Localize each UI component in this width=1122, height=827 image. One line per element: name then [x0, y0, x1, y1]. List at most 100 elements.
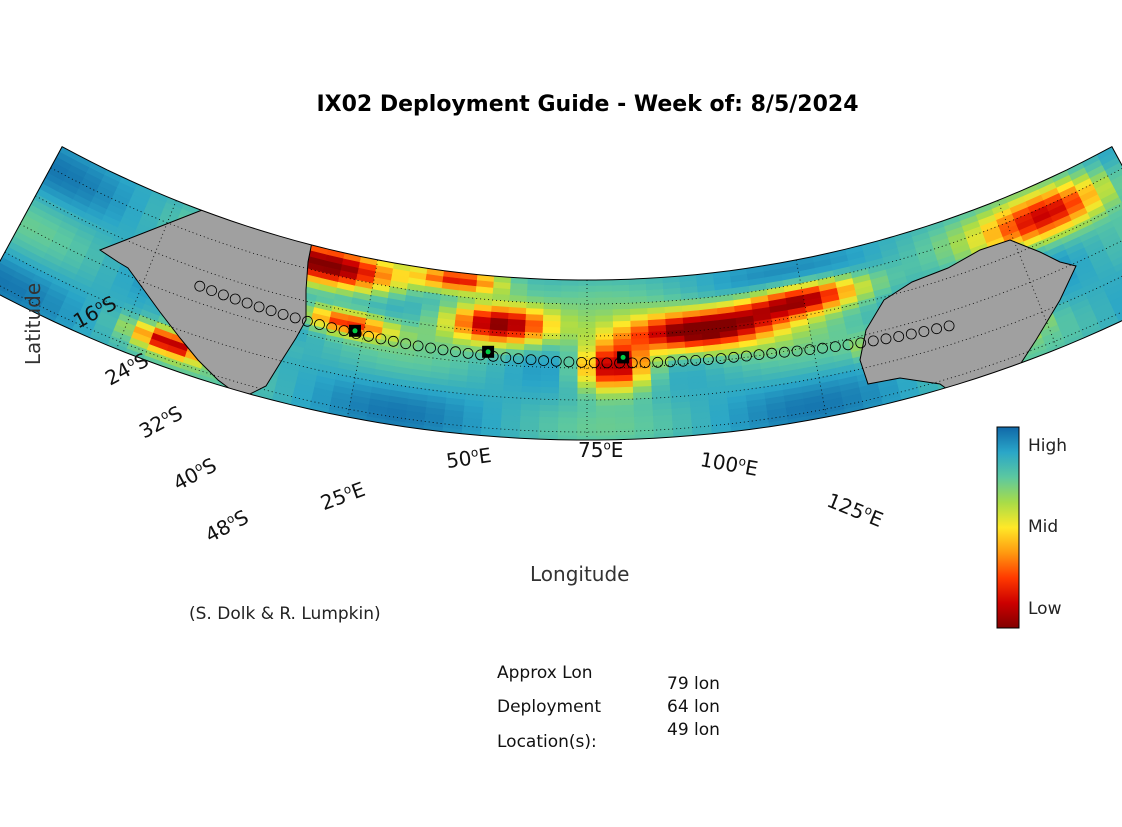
track-point — [425, 342, 437, 354]
heatmap-cell — [523, 343, 543, 352]
heatmap-cell — [561, 279, 579, 287]
longitude-tick-label: 75oE — [578, 438, 624, 462]
track-point — [855, 337, 867, 349]
heatmap-cell — [1105, 202, 1122, 217]
heatmap-cell — [1112, 298, 1122, 314]
heatmap-cell — [632, 385, 653, 394]
heatmap-cell — [560, 315, 579, 323]
track-point — [277, 308, 289, 320]
track-point — [867, 335, 879, 347]
colorbar-label-low: Low — [1028, 599, 1062, 619]
heatmap-cell — [614, 398, 635, 407]
heatmap-cell — [615, 428, 636, 437]
x-axis-label: Longitude — [530, 562, 630, 586]
heatmap-cell — [630, 320, 649, 328]
track-point — [753, 349, 765, 361]
madagascar-landmass — [371, 161, 415, 257]
heatmap-cell — [539, 398, 560, 407]
heatmap-cell — [614, 386, 634, 395]
heatmap-cell — [557, 423, 578, 431]
heatmap-cell — [539, 416, 559, 425]
deployment-dot — [485, 349, 491, 355]
heatmap-cell — [558, 381, 579, 389]
track-point — [728, 351, 740, 363]
heatmap-cell — [542, 332, 561, 341]
heatmap-cell — [559, 339, 579, 347]
heatmap-cell — [538, 434, 559, 440]
page-title: IX02 Deployment Guide - Week of: 8/5/202… — [316, 92, 859, 117]
heatmap-cell — [615, 416, 635, 425]
heatmap-cell — [544, 278, 563, 287]
heatmap-cell — [1104, 162, 1122, 177]
heatmap-cell — [543, 308, 562, 317]
heatmap-cell — [615, 422, 636, 431]
heatmap-cell — [539, 410, 560, 419]
info-label-line-2: Deployment — [497, 697, 601, 717]
track-point — [412, 340, 424, 352]
track-point — [550, 355, 562, 367]
track-point — [289, 312, 301, 324]
heatmap-cell — [540, 374, 560, 383]
heatmap-cell — [634, 433, 655, 440]
track-point — [779, 346, 790, 358]
heatmap-cell — [595, 327, 614, 335]
track-point — [513, 353, 524, 365]
track-point — [229, 293, 241, 305]
heatmap-cell — [595, 387, 616, 395]
track-point — [652, 356, 664, 368]
heatmap-cell — [632, 379, 653, 388]
graticule-parallel — [19, 223, 1122, 369]
track-point — [766, 347, 778, 359]
heatmap-cell — [613, 332, 632, 341]
colorbar-label-mid: Mid — [1028, 517, 1059, 537]
heatmap-cell — [521, 385, 542, 394]
track-point — [437, 344, 449, 356]
heatmap-cell — [595, 309, 614, 317]
heatmap-cell — [538, 422, 559, 431]
track-point — [664, 356, 676, 368]
heatmap-cell — [521, 379, 542, 388]
heatmap-cell — [1118, 188, 1122, 203]
heatmap-cell — [1113, 217, 1122, 233]
heatmap-cell — [631, 337, 650, 346]
heatmap-cell — [613, 344, 633, 353]
track-point — [918, 326, 930, 337]
track-point — [326, 322, 338, 334]
heatmap-cell — [1108, 207, 1122, 222]
track-point — [931, 323, 942, 335]
heatmap-cell — [560, 309, 579, 317]
track-point — [194, 280, 206, 292]
heatmap-cell — [543, 290, 562, 299]
heatmap-cell — [560, 321, 579, 329]
heatmap-cell — [561, 285, 579, 293]
heatmap-cell — [595, 351, 615, 359]
track-point — [314, 319, 325, 330]
track-point — [206, 285, 218, 297]
heatmap-cell — [559, 357, 579, 365]
heatmap-cell — [576, 435, 598, 440]
track-point — [253, 301, 265, 313]
heatmap-cell — [596, 411, 616, 419]
heatmap-cell — [559, 375, 579, 383]
heatmap-cell — [1107, 288, 1122, 303]
heatmap-cell — [596, 429, 617, 437]
heatmap-cell — [595, 381, 616, 389]
heatmap-cell — [543, 302, 562, 311]
heatmap-cell — [1111, 212, 1122, 228]
heatmap-cell — [544, 284, 562, 293]
heatmap-cell — [560, 327, 579, 335]
heatmap-cell — [595, 303, 614, 311]
heatmap-cell — [540, 386, 560, 395]
heatmap-cell — [613, 338, 632, 347]
heatmap-cell — [596, 405, 616, 413]
heatmap-cell — [527, 284, 546, 292]
heatmap-cell — [558, 399, 579, 407]
info-label-line-1: Approx Lon — [497, 663, 593, 683]
heatmap-cell — [629, 290, 648, 298]
cruise-track — [194, 280, 955, 369]
track-point — [677, 355, 689, 367]
track-point — [690, 354, 702, 366]
heatmap-cell — [522, 373, 542, 382]
heatmap-cell — [614, 380, 634, 389]
